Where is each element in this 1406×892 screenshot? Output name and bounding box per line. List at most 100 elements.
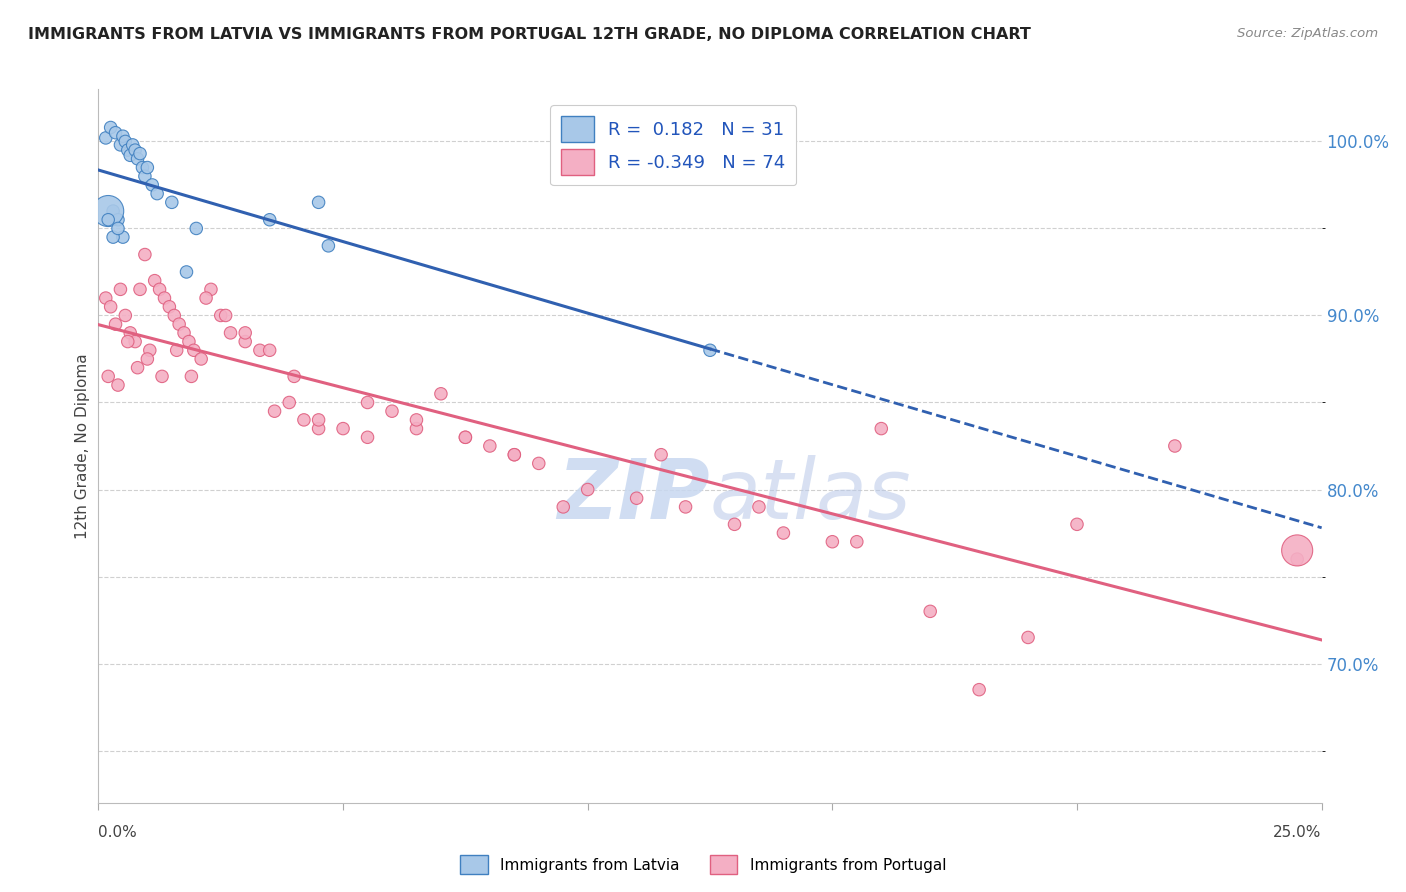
Point	[233, 334, 256, 349]
Point	[153, 291, 176, 305]
Point	[356, 395, 378, 409]
Point	[1286, 552, 1309, 566]
Point	[263, 404, 285, 418]
Point	[967, 682, 990, 697]
Point	[1286, 543, 1309, 558]
Point	[214, 309, 236, 323]
Point	[104, 126, 127, 140]
Point	[454, 430, 477, 444]
Point	[259, 343, 281, 358]
Legend: R =  0.182   N = 31, R = -0.349   N = 74: R = 0.182 N = 31, R = -0.349 N = 74	[550, 105, 796, 186]
Point	[1164, 439, 1187, 453]
Point	[180, 369, 202, 384]
Point	[136, 161, 159, 175]
Point	[110, 282, 132, 296]
Point	[278, 395, 301, 409]
Point	[157, 300, 180, 314]
Text: atlas: atlas	[710, 456, 911, 536]
Point	[107, 378, 129, 392]
Point	[772, 526, 794, 541]
Point	[318, 239, 340, 253]
Point	[117, 143, 139, 157]
Point	[176, 265, 198, 279]
Point	[104, 317, 127, 331]
Point	[129, 282, 152, 296]
Text: IMMIGRANTS FROM LATVIA VS IMMIGRANTS FROM PORTUGAL 12TH GRADE, NO DIPLOMA CORREL: IMMIGRANTS FROM LATVIA VS IMMIGRANTS FRO…	[28, 27, 1031, 42]
Point	[748, 500, 770, 514]
Point	[845, 534, 868, 549]
Text: ZIP: ZIP	[557, 456, 710, 536]
Point	[381, 404, 404, 418]
Point	[405, 421, 427, 435]
Point	[292, 413, 315, 427]
Point	[821, 534, 844, 549]
Point	[195, 291, 218, 305]
Point	[120, 326, 142, 340]
Text: 25.0%: 25.0%	[1274, 825, 1322, 840]
Point	[249, 343, 271, 358]
Point	[920, 604, 942, 618]
Point	[626, 491, 648, 506]
Point	[166, 343, 188, 358]
Point	[97, 369, 120, 384]
Point	[308, 195, 330, 210]
Legend: Immigrants from Latvia, Immigrants from Portugal: Immigrants from Latvia, Immigrants from …	[454, 849, 952, 880]
Point	[129, 146, 152, 161]
Point	[503, 448, 526, 462]
Point	[405, 413, 427, 427]
Y-axis label: 12th Grade, No Diploma: 12th Grade, No Diploma	[75, 353, 90, 539]
Point	[259, 212, 281, 227]
Point	[146, 186, 169, 201]
Point	[454, 430, 477, 444]
Point	[219, 326, 242, 340]
Point	[110, 137, 132, 152]
Point	[233, 326, 256, 340]
Point	[131, 161, 153, 175]
Point	[127, 152, 149, 166]
Point	[97, 212, 120, 227]
Point	[124, 334, 146, 349]
Point	[177, 334, 200, 349]
Point	[111, 129, 134, 144]
Text: 0.0%: 0.0%	[98, 825, 138, 840]
Point	[870, 421, 893, 435]
Point	[149, 282, 172, 296]
Point	[143, 274, 166, 288]
Point	[430, 386, 453, 401]
Point	[699, 343, 721, 358]
Point	[723, 517, 745, 532]
Point	[527, 457, 550, 471]
Point	[190, 351, 212, 366]
Point	[100, 300, 122, 314]
Point	[356, 430, 378, 444]
Point	[127, 360, 149, 375]
Point	[101, 230, 124, 244]
Point	[503, 448, 526, 462]
Point	[150, 369, 173, 384]
Point	[332, 421, 354, 435]
Point	[209, 309, 232, 323]
Point	[139, 343, 162, 358]
Point	[183, 343, 205, 358]
Point	[141, 178, 163, 192]
Point	[200, 282, 222, 296]
Point	[114, 309, 136, 323]
Point	[134, 247, 156, 261]
Point	[173, 326, 195, 340]
Point	[283, 369, 305, 384]
Point	[117, 334, 139, 349]
Point	[94, 131, 117, 145]
Point	[111, 230, 134, 244]
Point	[1017, 631, 1039, 645]
Point	[121, 137, 143, 152]
Point	[101, 204, 124, 219]
Point	[124, 143, 146, 157]
Point	[134, 169, 156, 184]
Point	[553, 500, 575, 514]
Point	[167, 317, 190, 331]
Point	[97, 204, 120, 219]
Point	[308, 413, 330, 427]
Point	[650, 448, 672, 462]
Point	[576, 483, 599, 497]
Point	[94, 291, 117, 305]
